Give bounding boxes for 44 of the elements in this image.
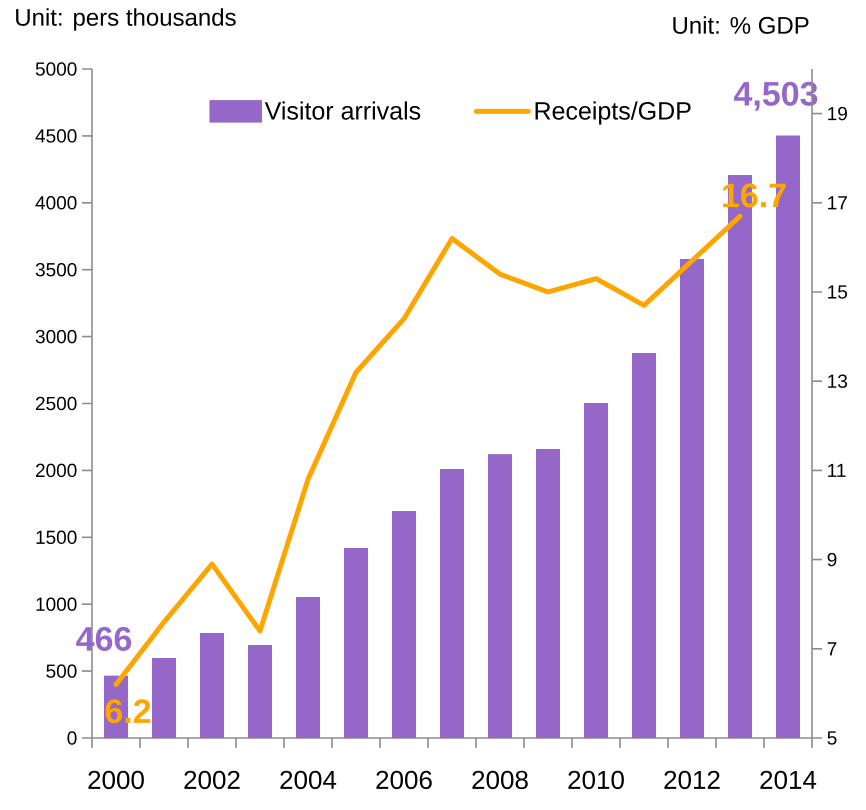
bar bbox=[536, 448, 560, 738]
y2-tick-label: 11 bbox=[828, 464, 846, 477]
bar bbox=[440, 469, 464, 738]
x-tick-label: 2000 bbox=[88, 770, 144, 790]
y2-tick-label: 7 bbox=[828, 642, 836, 656]
bar bbox=[296, 596, 320, 738]
y-tick-label: 4500 bbox=[35, 129, 77, 143]
y2-tick-label: 9 bbox=[828, 552, 836, 566]
y-tick-label: 3500 bbox=[36, 262, 77, 276]
y-tick-label: 1000 bbox=[36, 597, 77, 611]
x-tick-label: 2004 bbox=[280, 770, 336, 790]
y2-tick-label: 17 bbox=[828, 196, 847, 210]
bar bbox=[632, 353, 656, 738]
data-label: 6.2 bbox=[106, 699, 150, 724]
bar bbox=[152, 658, 176, 738]
x-tick-label: 2010 bbox=[568, 770, 624, 790]
bar bbox=[200, 632, 224, 738]
bar bbox=[488, 454, 512, 738]
bar bbox=[584, 402, 608, 738]
y2-tick-label: 13 bbox=[828, 374, 848, 388]
y-tick-label: 2000 bbox=[36, 464, 77, 478]
x-tick-label: 2008 bbox=[472, 770, 528, 790]
y-tick-label: 3000 bbox=[36, 330, 77, 344]
legend-label: Receipts/GDP bbox=[536, 101, 691, 125]
y-tick-label: 2500 bbox=[36, 396, 77, 410]
y-axis-title: Unit: pers thousands bbox=[16, 8, 236, 31]
y2-tick-label: 19 bbox=[828, 106, 847, 120]
y-tick-label: 5000 bbox=[36, 62, 77, 76]
y-tick-label: 500 bbox=[46, 664, 77, 678]
y-tick-label: 0 bbox=[67, 731, 77, 745]
y2-tick-label: 15 bbox=[828, 285, 848, 299]
x-tick-label: 2002 bbox=[184, 770, 240, 790]
bar bbox=[248, 645, 272, 738]
y2-tick-label: 5 bbox=[827, 731, 836, 745]
bar bbox=[392, 510, 416, 738]
y-tick-label: 1500 bbox=[36, 530, 77, 544]
bar bbox=[344, 548, 368, 738]
bar bbox=[680, 258, 704, 738]
x-tick-label: 2014 bbox=[760, 770, 816, 790]
legend-label: Visitor arrivals bbox=[264, 101, 420, 120]
y2-axis-title: Unit: % GDP bbox=[673, 16, 808, 34]
x-tick-label: 2006 bbox=[376, 770, 432, 790]
x-tick-label: 2012 bbox=[664, 770, 720, 790]
y-tick-label: 4000 bbox=[35, 196, 77, 210]
